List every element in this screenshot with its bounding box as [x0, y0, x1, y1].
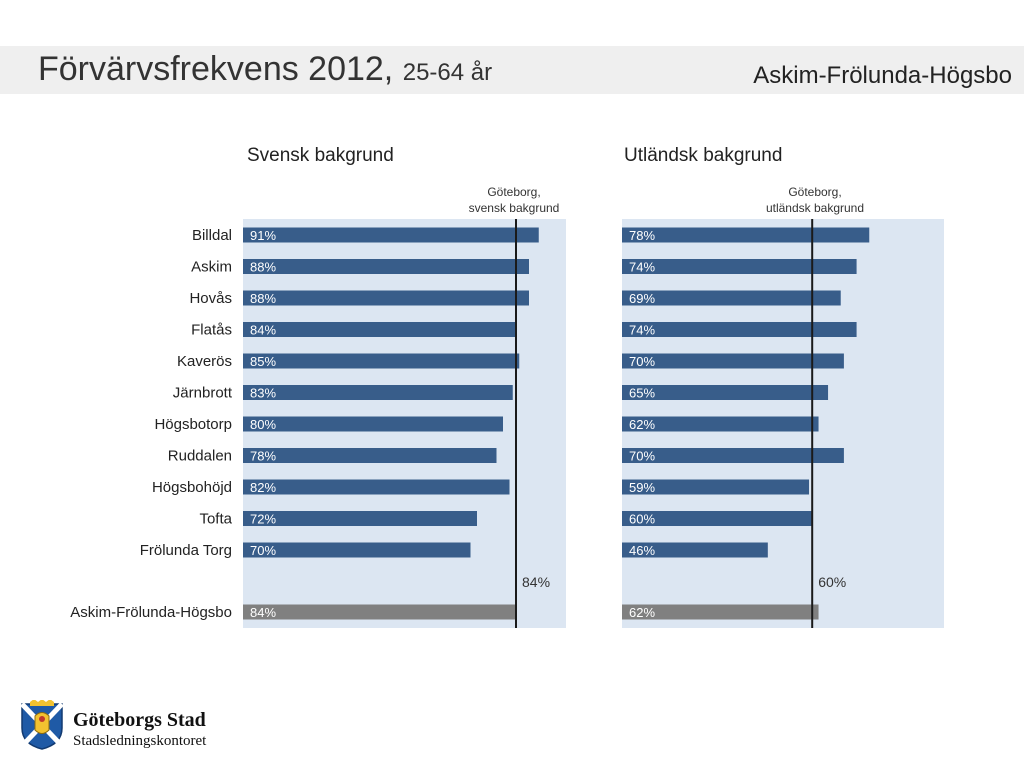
right-bar-label-2: 69%	[629, 291, 655, 306]
left-bar-label-9: 72%	[250, 512, 276, 527]
left-bar-9	[243, 511, 477, 526]
right-bar-label-8: 59%	[629, 480, 655, 495]
left-reference-label-line2: svensk bakgrund	[468, 201, 560, 215]
right-bar-6	[622, 416, 819, 432]
left-total-bar	[243, 604, 516, 620]
category-label-7: Ruddalen	[168, 448, 232, 465]
right-bar-label-10: 46%	[629, 543, 655, 558]
left-bar-label-10: 70%	[250, 543, 276, 558]
right-bar-4	[622, 353, 844, 369]
right-bar-label-4: 70%	[629, 354, 655, 369]
left-bar-3	[243, 322, 516, 337]
right-bar-2	[622, 290, 841, 306]
left-bar-10	[243, 542, 471, 558]
left-bar-label-1: 88%	[250, 260, 276, 275]
left-bar-8	[243, 479, 510, 495]
left-reference-label: Göteborg, svensk bakgrund	[434, 184, 594, 216]
left-bar-label-7: 78%	[250, 449, 276, 464]
right-bar-8	[622, 479, 810, 495]
left-bar-0	[243, 227, 539, 243]
region-name: Askim-Frölunda-Högsbo	[753, 62, 1012, 89]
left-bar-label-6: 80%	[250, 417, 276, 432]
right-bar-label-1: 74%	[629, 260, 655, 275]
right-total-bar-label: 62%	[629, 605, 655, 620]
right-bar-label-0: 78%	[629, 228, 655, 243]
title-main: Förvärvsfrekvens 2012,	[38, 50, 394, 88]
title-band	[0, 46, 1024, 94]
logo-name: Göteborgs Stad	[73, 709, 206, 731]
right-bar-10	[622, 542, 768, 558]
right-bar-label-3: 74%	[629, 323, 655, 338]
category-label-0: Billdal	[192, 227, 232, 244]
right-panel-title: Utländsk bakgrund	[624, 145, 783, 166]
right-bar-label-5: 65%	[629, 386, 655, 401]
right-bar-label-6: 62%	[629, 417, 655, 432]
category-label-9: Tofta	[199, 511, 232, 528]
right-total-bar	[622, 604, 819, 620]
left-bar-2	[243, 290, 529, 306]
left-bar-7	[243, 448, 497, 463]
right-reference-value-label: 60%	[818, 574, 846, 590]
left-bar-label-2: 88%	[250, 291, 276, 306]
total-category-label: Askim-Frölunda-Högsbo	[70, 604, 232, 621]
bar-chart: 91% Billdal 88% Askim 88% Hovås 84% Flatås 85% Ka…	[70, 219, 944, 628]
right-bar-label-7: 70%	[629, 449, 655, 464]
left-bar-1	[243, 259, 529, 274]
right-reference-label-line1: Göteborg,	[788, 185, 842, 199]
right-reference-label-line2: utländsk bakgrund	[765, 201, 865, 215]
left-bar-5	[243, 385, 513, 400]
left-bar-label-5: 83%	[250, 386, 276, 401]
left-reference-label-line1: Göteborg,	[487, 185, 541, 199]
left-bar-label-0: 91%	[250, 228, 276, 243]
category-label-5: Järnbrott	[173, 385, 233, 402]
right-bar-1	[622, 259, 857, 274]
right-bar-7	[622, 448, 844, 463]
left-bar-6	[243, 416, 503, 432]
right-bar-0	[622, 227, 870, 243]
category-label-2: Hovås	[189, 290, 232, 307]
right-reference-label: Göteborg, utländsk bakgrund	[735, 184, 895, 216]
left-panel-title: Svensk bakgrund	[247, 145, 394, 166]
left-total-bar-label: 84%	[250, 605, 276, 620]
left-bar-label-8: 82%	[250, 480, 276, 495]
page-title: Förvärvsfrekvens 2012, 25-64 år	[38, 50, 492, 89]
left-reference-value-label: 84%	[522, 574, 550, 590]
left-bar-label-4: 85%	[250, 354, 276, 369]
category-label-8: Högsbohöjd	[152, 479, 232, 496]
category-label-1: Askim	[191, 259, 232, 276]
category-label-4: Kaverös	[177, 353, 232, 370]
right-bar-3	[622, 322, 857, 337]
logo-department: Stadsledningskontoret	[73, 733, 207, 749]
category-label-10: Frölunda Torg	[140, 542, 232, 559]
left-bar-4	[243, 353, 520, 369]
left-bar-label-3: 84%	[250, 323, 276, 338]
right-bar-5	[622, 385, 829, 400]
title-subtitle: 25-64 år	[402, 59, 493, 86]
right-bar-9	[622, 511, 813, 526]
right-bar-label-9: 60%	[629, 512, 655, 527]
goteborg-crest-icon	[20, 700, 64, 750]
category-label-3: Flatås	[191, 322, 232, 339]
category-label-6: Högsbotorp	[154, 416, 232, 433]
